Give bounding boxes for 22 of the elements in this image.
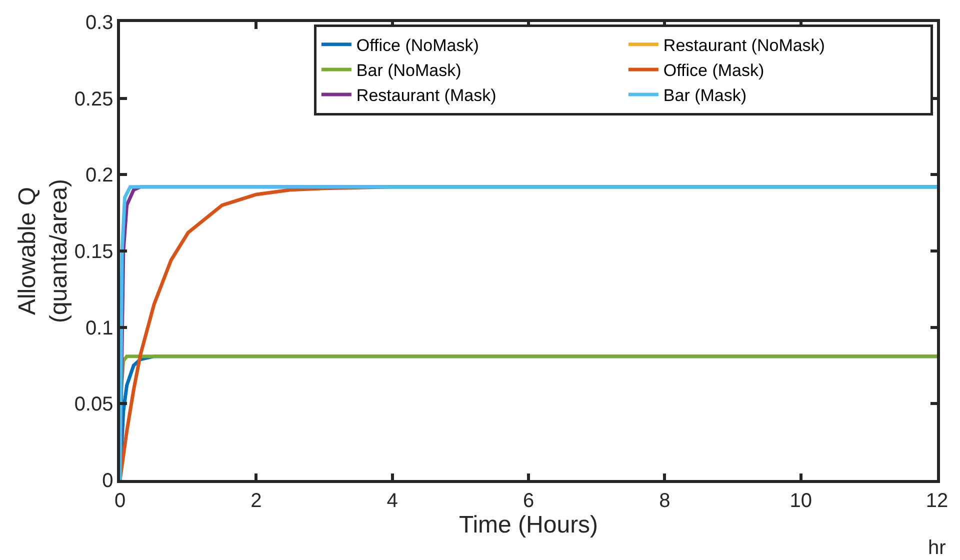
text: hr: [928, 537, 946, 559]
y-axis-title: Allowable Q (quanta/area): [14, 178, 72, 324]
x-tick-label: 2: [250, 490, 262, 512]
x-tick-label: 10: [790, 490, 812, 512]
y-tick-label: 0: [102, 470, 114, 492]
y-tick-label: 0.25: [74, 88, 114, 110]
x-tick-label: 8: [659, 490, 670, 512]
legend-label: Office (NoMask): [356, 36, 479, 55]
x-tick-label: 4: [386, 490, 398, 512]
y-tick-label: 0.2: [85, 164, 114, 187]
y-tick-label: 0.3: [85, 12, 114, 34]
x-tick-label: 12: [926, 490, 948, 512]
legend-label: Restaurant (NoMask): [663, 36, 825, 55]
legend-label: Bar (NoMask): [356, 61, 462, 80]
legend-label: Restaurant (Mask): [356, 86, 496, 106]
y-tick-label: 0.1: [85, 317, 114, 340]
x-axis-title: Time (Hours): [458, 512, 598, 539]
legend-label: Bar (Mask): [663, 86, 747, 106]
y-tick-label: 0.15: [74, 241, 114, 263]
legend-label: Office (Mask): [663, 61, 764, 80]
y-tick-label: 0.05: [74, 394, 114, 416]
x-tick-label: 6: [522, 490, 534, 512]
